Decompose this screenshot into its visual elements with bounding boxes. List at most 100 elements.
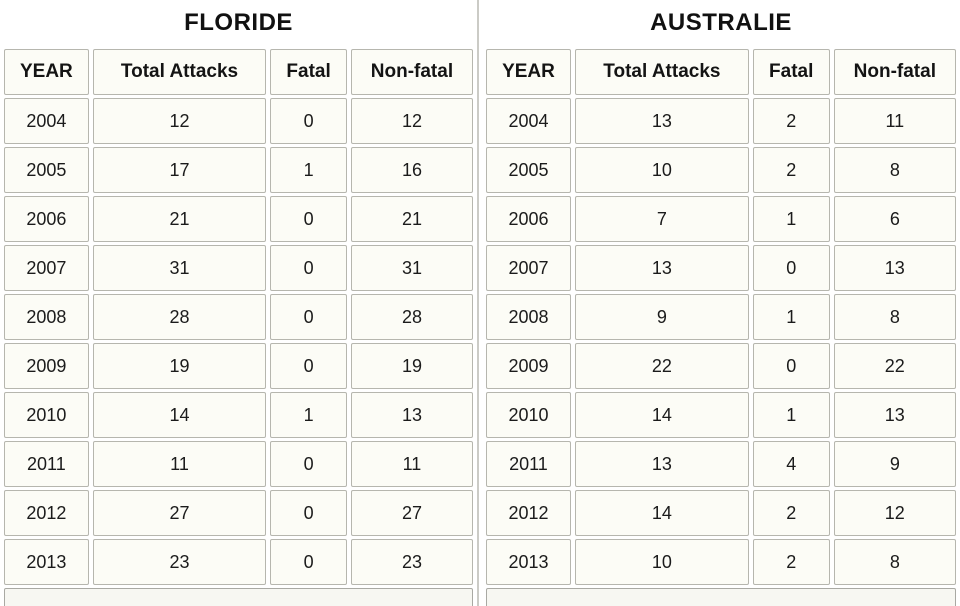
value-cell: 27 <box>92 490 267 536</box>
value-cell: 9 <box>833 441 956 487</box>
value-cell: 1 <box>752 196 830 242</box>
value-cell: 0 <box>270 441 347 487</box>
year-cell: 2006 <box>486 196 571 242</box>
year-cell: 2005 <box>4 147 89 193</box>
value-cell: 11 <box>350 441 473 487</box>
column-header-total-attacks: Total Attacks <box>92 49 267 95</box>
value-cell: 23 <box>92 539 267 585</box>
value-cell: 0 <box>270 539 347 585</box>
australie-title: AUSTRALIE <box>650 9 792 36</box>
column-header-non-fatal: Non-fatal <box>350 49 473 95</box>
value-cell: 0 <box>270 245 347 291</box>
floride-header-row: YEAR Total Attacks Fatal Non-fatal <box>4 49 473 95</box>
value-cell: 22 <box>833 343 956 389</box>
table-row: 2009 19 0 19 <box>4 343 473 389</box>
table-row: 2012 14 2 12 <box>486 490 956 536</box>
australie-table: YEAR Total Attacks Fatal Non-fatal 2004 1… <box>482 46 960 606</box>
table-row: 2006 7 1 6 <box>486 196 956 242</box>
value-cell: 8 <box>833 539 956 585</box>
year-cell: 2009 <box>486 343 571 389</box>
value-cell: 12 <box>833 490 956 536</box>
table-row: 2004 12 0 12 <box>4 98 473 144</box>
year-cell: 2008 <box>4 294 89 340</box>
column-header-total-attacks: Total Attacks <box>574 49 749 95</box>
year-cell: 2013 <box>4 539 89 585</box>
year-cell: 2010 <box>486 392 571 438</box>
value-cell: 13 <box>350 392 473 438</box>
value-cell: 0 <box>270 490 347 536</box>
column-header-non-fatal: Non-fatal <box>833 49 956 95</box>
year-cell: 2012 <box>486 490 571 536</box>
year-cell: 2007 <box>486 245 571 291</box>
value-cell: 13 <box>833 245 956 291</box>
value-cell: 12 <box>350 98 473 144</box>
value-cell: 19 <box>350 343 473 389</box>
value-cell: 13 <box>833 392 956 438</box>
australie-partial-row <box>486 588 956 606</box>
value-cell: 21 <box>350 196 473 242</box>
value-cell: 0 <box>270 343 347 389</box>
australie-panel: AUSTRALIE YEAR Total Attacks Fatal Non-f… <box>479 0 960 606</box>
table-row: 2007 31 0 31 <box>4 245 473 291</box>
floride-table-body: 2004 12 0 12 2005 17 1 16 2006 21 0 21 2007 31 0 31 2008… <box>4 98 473 585</box>
value-cell: 1 <box>270 147 347 193</box>
table-row: 2005 17 1 16 <box>4 147 473 193</box>
year-cell: 2012 <box>4 490 89 536</box>
value-cell: 14 <box>574 490 749 536</box>
value-cell: 0 <box>752 343 830 389</box>
value-cell: 28 <box>92 294 267 340</box>
floride-partial-row <box>4 588 473 606</box>
value-cell: 0 <box>270 294 347 340</box>
value-cell: 2 <box>752 490 830 536</box>
australie-partial-bottom-cell <box>486 588 956 606</box>
value-cell: 31 <box>92 245 267 291</box>
value-cell: 0 <box>752 245 830 291</box>
column-header-fatal: Fatal <box>270 49 347 95</box>
column-header-year: YEAR <box>4 49 89 95</box>
value-cell: 13 <box>574 245 749 291</box>
year-cell: 2010 <box>4 392 89 438</box>
value-cell: 1 <box>752 294 830 340</box>
value-cell: 10 <box>574 147 749 193</box>
table-row: 2004 13 2 11 <box>486 98 956 144</box>
value-cell: 0 <box>270 196 347 242</box>
value-cell: 14 <box>92 392 267 438</box>
table-row: 2008 28 0 28 <box>4 294 473 340</box>
value-cell: 7 <box>574 196 749 242</box>
year-cell: 2004 <box>4 98 89 144</box>
table-row: 2013 10 2 8 <box>486 539 956 585</box>
value-cell: 1 <box>752 392 830 438</box>
table-row: 2007 13 0 13 <box>486 245 956 291</box>
year-cell: 2013 <box>486 539 571 585</box>
value-cell: 23 <box>350 539 473 585</box>
year-cell: 2005 <box>486 147 571 193</box>
value-cell: 16 <box>350 147 473 193</box>
column-header-fatal: Fatal <box>752 49 830 95</box>
table-row: 2006 21 0 21 <box>4 196 473 242</box>
value-cell: 14 <box>574 392 749 438</box>
floride-panel: FLORIDE YEAR Total Attacks Fatal Non-fat… <box>0 0 479 606</box>
value-cell: 19 <box>92 343 267 389</box>
floride-partial-bottom-cell <box>4 588 473 606</box>
value-cell: 4 <box>752 441 830 487</box>
column-header-year: YEAR <box>486 49 571 95</box>
value-cell: 12 <box>92 98 267 144</box>
value-cell: 2 <box>752 147 830 193</box>
table-row: 2013 23 0 23 <box>4 539 473 585</box>
year-cell: 2007 <box>4 245 89 291</box>
table-row: 2011 11 0 11 <box>4 441 473 487</box>
australie-table-body: 2004 13 2 11 2005 10 2 8 2006 7 1 6 2007 13 0 13 2008 9 1 8… <box>486 98 956 585</box>
year-cell: 2004 <box>486 98 571 144</box>
year-cell: 2006 <box>4 196 89 242</box>
floride-table: YEAR Total Attacks Fatal Non-fatal 2004 1… <box>0 46 477 606</box>
year-cell: 2011 <box>486 441 571 487</box>
value-cell: 2 <box>752 98 830 144</box>
table-row: 2011 13 4 9 <box>486 441 956 487</box>
year-cell: 2009 <box>4 343 89 389</box>
value-cell: 22 <box>574 343 749 389</box>
value-cell: 31 <box>350 245 473 291</box>
year-cell: 2011 <box>4 441 89 487</box>
value-cell: 21 <box>92 196 267 242</box>
value-cell: 0 <box>270 98 347 144</box>
table-row: 2005 10 2 8 <box>486 147 956 193</box>
